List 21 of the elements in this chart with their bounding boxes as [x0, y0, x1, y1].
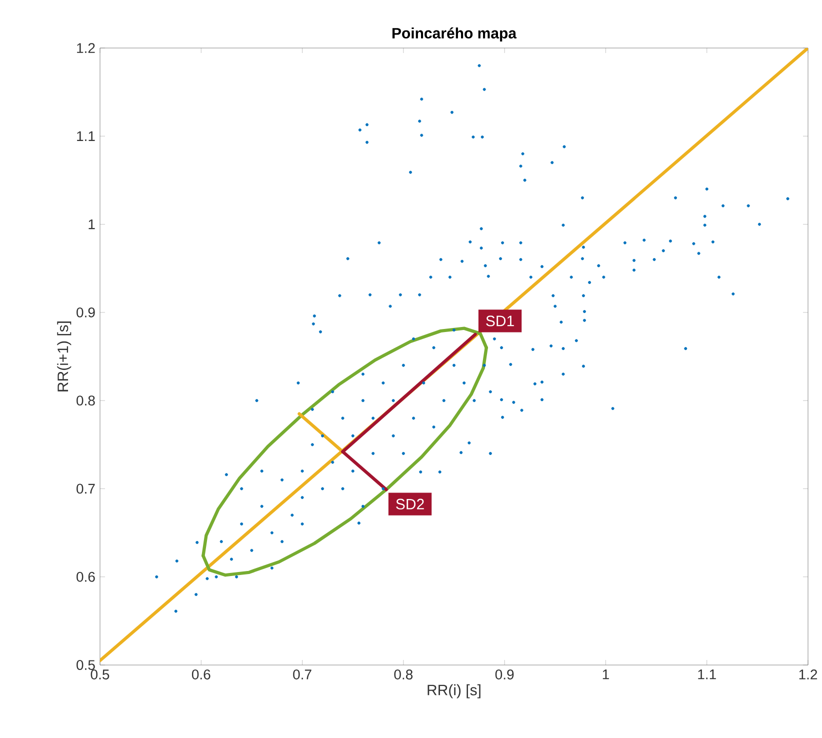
annotation: SD1 — [486, 316, 514, 326]
y-tick-label: 0.7 — [76, 484, 95, 494]
y-tick-label: 0.8 — [76, 396, 95, 406]
x-tick-label: 0.6 — [192, 670, 210, 680]
y-tick-label: 0.5 — [76, 660, 95, 670]
x-tick-label: 1 — [602, 670, 609, 680]
chart-title: Poincarého mapa — [392, 27, 517, 42]
x-tick-label: 0.7 — [293, 670, 312, 680]
y-tick-label: 0.9 — [76, 307, 95, 318]
y-tick-label: 1 — [88, 219, 95, 230]
x-axis-title: RR(i) [s] — [428, 684, 480, 698]
x-tick-label: 1.1 — [698, 670, 716, 680]
x-tick-label: 1.2 — [799, 670, 818, 680]
x-tick-label: 0.9 — [495, 670, 514, 680]
y-tick-label: 0.6 — [76, 572, 95, 582]
y-tick-label: 1.1 — [77, 131, 95, 141]
x-tick-label: 0.8 — [394, 670, 413, 680]
y-tick-label: 1.2 — [77, 43, 95, 53]
y-axis-title: RR(i+1) [s] — [57, 322, 72, 392]
annotation: SD2 — [396, 498, 424, 510]
x-tick-label: 0.5 — [90, 670, 110, 680]
